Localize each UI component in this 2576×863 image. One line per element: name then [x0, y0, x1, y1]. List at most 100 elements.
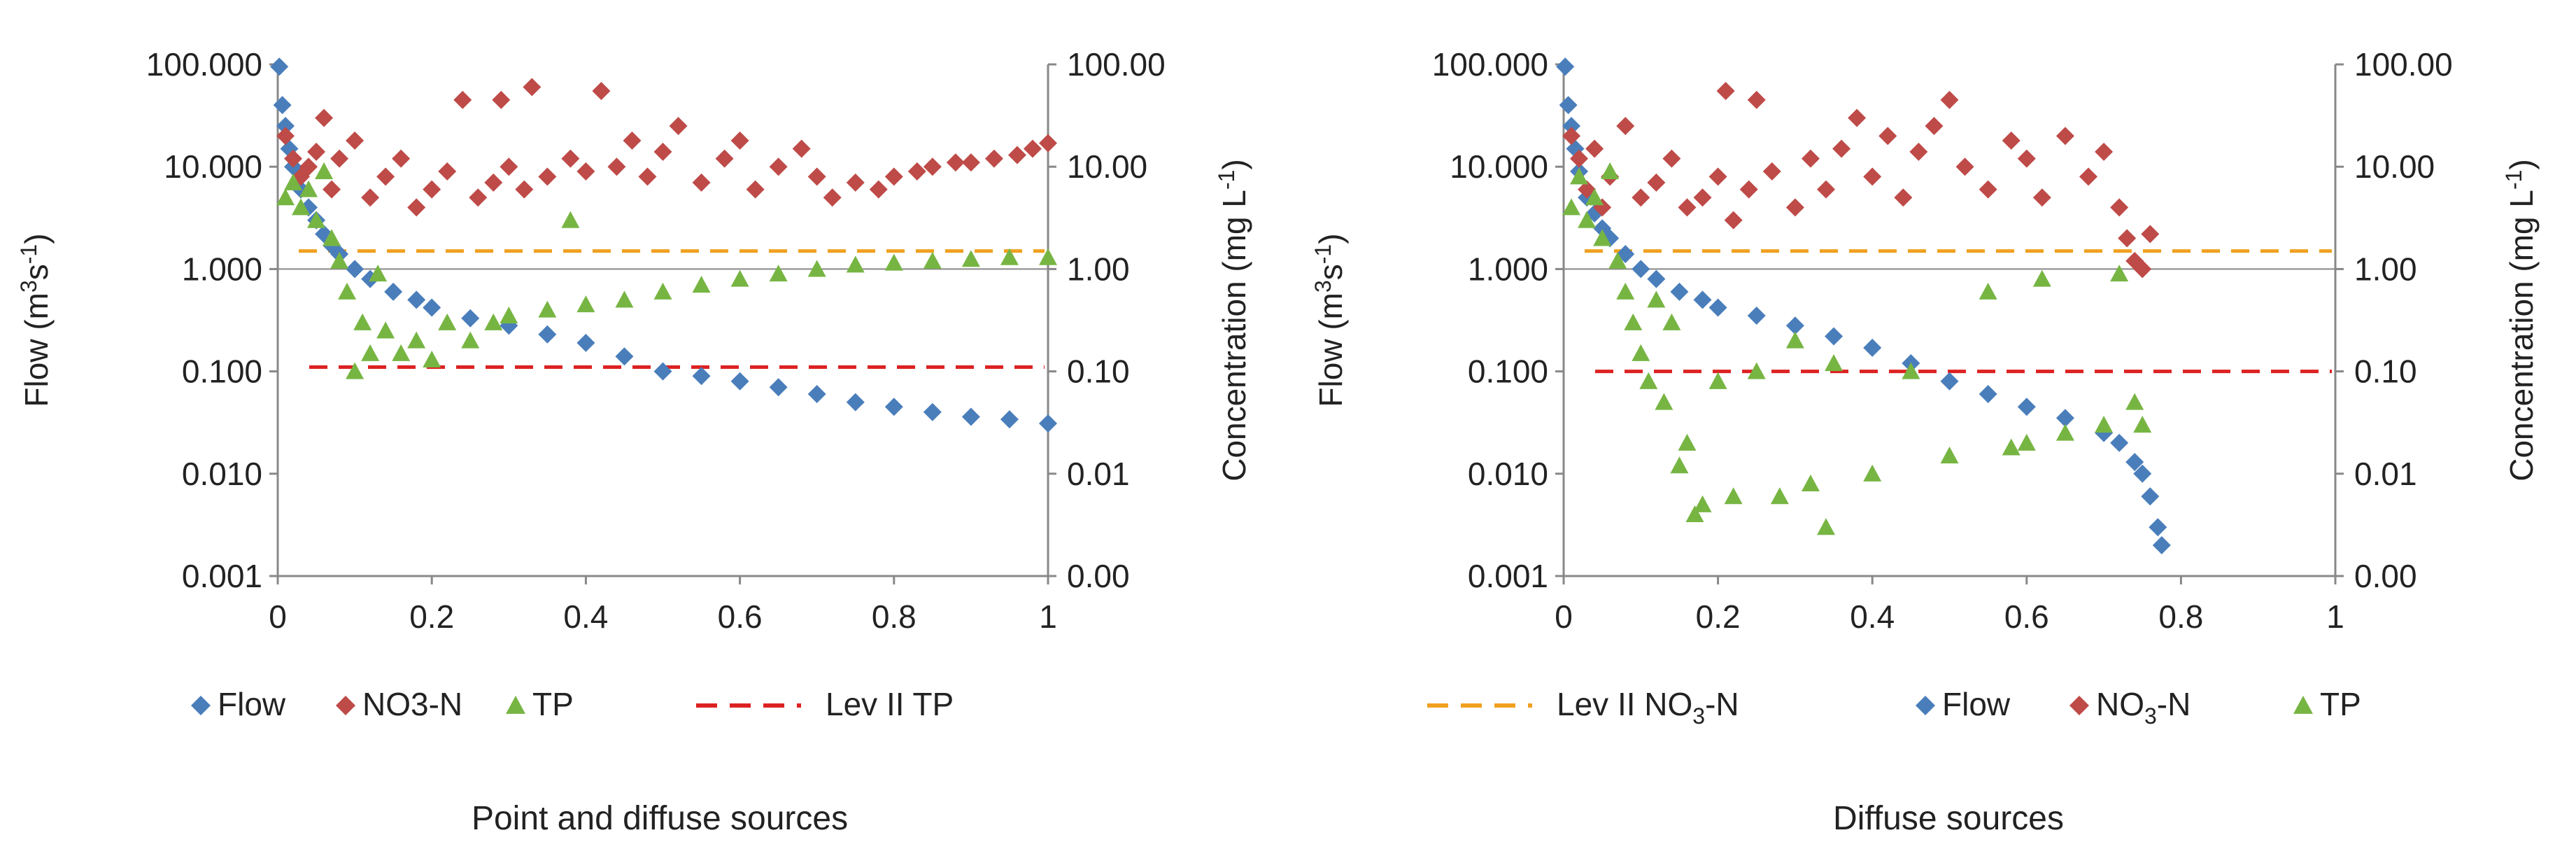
- y-tick-label-left: 10.000: [164, 148, 262, 185]
- y-tick-label-left: 0.010: [1468, 456, 1548, 492]
- tp-point: [338, 282, 357, 300]
- no3-point: [407, 198, 426, 217]
- tp-point: [484, 313, 503, 330]
- tp-point: [1747, 362, 1766, 379]
- flow-point: [384, 282, 403, 301]
- legend-item-no3: NO3-N: [2069, 686, 2191, 729]
- y-label-sup: 3: [1310, 280, 1336, 293]
- legend-label: Lev II TP: [826, 686, 954, 722]
- y-label-text: Concentration (mg L: [1216, 190, 1252, 482]
- no3-point: [1817, 180, 1836, 199]
- no3-point: [623, 131, 642, 150]
- no3-point: [1747, 90, 1766, 109]
- tp-point: [369, 265, 388, 282]
- flow-point: [1863, 338, 1882, 357]
- legend-label-text: Flow: [218, 686, 286, 722]
- y-label-sup: -1: [2501, 170, 2526, 190]
- flow-point: [276, 117, 295, 136]
- series-no3: [276, 78, 1057, 217]
- no3-point: [692, 173, 711, 192]
- tp-point: [1685, 505, 1704, 523]
- legend-marker-icon: [506, 696, 525, 714]
- no3-point: [523, 78, 542, 97]
- legend-label: NO3-N: [2096, 686, 2191, 729]
- tp-point: [346, 362, 365, 379]
- no3-point: [484, 173, 503, 192]
- no3-point: [1724, 211, 1743, 230]
- flow-point: [2055, 409, 2074, 428]
- flow-point: [653, 362, 672, 381]
- no3-point: [807, 167, 826, 186]
- x-tick-label: 0: [269, 598, 287, 635]
- no3-point: [884, 167, 903, 186]
- no3-point: [1979, 180, 1997, 199]
- tp-point: [376, 321, 395, 339]
- flow-point: [1556, 57, 1575, 76]
- no3-point: [823, 188, 842, 207]
- y-tick-label-left: 1.000: [1468, 251, 1548, 287]
- y-tick-label-left: 10.000: [1450, 148, 1548, 185]
- tp-point: [2055, 423, 2074, 441]
- y-tick-label-right: 10.00: [1067, 148, 1147, 185]
- tp-point: [1825, 354, 1843, 372]
- legend-item-flow: Flow: [1916, 686, 2011, 722]
- tp-point: [353, 313, 372, 330]
- no3-point: [576, 162, 595, 181]
- chart-title: Diffuse sources: [1833, 800, 2064, 837]
- y-tick-label-left: 0.010: [182, 456, 262, 492]
- tp-point: [1940, 447, 1959, 464]
- tp-point: [1608, 251, 1627, 269]
- legend-label-sub: 3: [1692, 703, 1705, 729]
- tp-point: [500, 307, 518, 324]
- legend-label-text: -N: [1705, 686, 1739, 722]
- tp-point: [884, 253, 903, 271]
- no3-point: [846, 173, 865, 192]
- tp-point: [692, 276, 711, 293]
- tp-point: [1647, 290, 1666, 308]
- legend-marker-icon: [191, 696, 211, 715]
- tp-point: [392, 344, 411, 361]
- tp-point: [1979, 282, 1997, 300]
- tp-point: [299, 180, 318, 197]
- no3-point: [2110, 198, 2129, 217]
- no3-point: [1739, 180, 1758, 199]
- tp-point: [923, 251, 942, 269]
- tp-point: [730, 269, 749, 287]
- flow-point: [961, 407, 980, 426]
- tp-point: [276, 188, 295, 206]
- y-label-text: ): [18, 233, 55, 244]
- no3-point: [946, 153, 965, 172]
- legend-label: TP: [2320, 686, 2361, 722]
- tp-point: [361, 344, 380, 361]
- tp-point: [1902, 362, 1920, 379]
- tp-point: [1616, 282, 1635, 300]
- y-tick-label-left: 100.000: [1432, 46, 1548, 83]
- y-tick-label-left: 0.100: [182, 353, 262, 390]
- tp-point: [1724, 487, 1743, 505]
- tp-point: [538, 300, 557, 318]
- y-tick-label-right: 1.00: [1067, 251, 1130, 287]
- x-tick-label: 1: [2326, 598, 2344, 635]
- no3-point: [2141, 225, 2160, 244]
- no3-point: [2017, 149, 2036, 168]
- no3-point: [2133, 260, 2152, 279]
- no3-point: [1894, 188, 1913, 207]
- tp-point: [2133, 416, 2152, 433]
- flow-point: [846, 393, 865, 412]
- no3-point: [1848, 108, 1867, 127]
- y-tick-label-right: 100.00: [2354, 46, 2453, 83]
- y-tick-label-right: 10.00: [2354, 148, 2435, 185]
- no3-point: [1940, 90, 1959, 109]
- y-tick-label-right: 100.00: [1067, 46, 1166, 83]
- no3-point: [299, 157, 318, 176]
- no3-point: [469, 188, 488, 207]
- no3-point: [1585, 139, 1604, 158]
- y-axis-label-right: Concentration (mg L-1): [1214, 159, 1252, 482]
- y-label-text: Concentration (mg L: [2503, 190, 2540, 482]
- flow-point: [2133, 464, 2152, 483]
- flow-point: [1559, 96, 1578, 115]
- x-tick-label: 0.6: [718, 598, 763, 635]
- legend-label-text: Lev II NO: [1557, 686, 1692, 722]
- legend-label-text: NO3-N: [362, 686, 462, 722]
